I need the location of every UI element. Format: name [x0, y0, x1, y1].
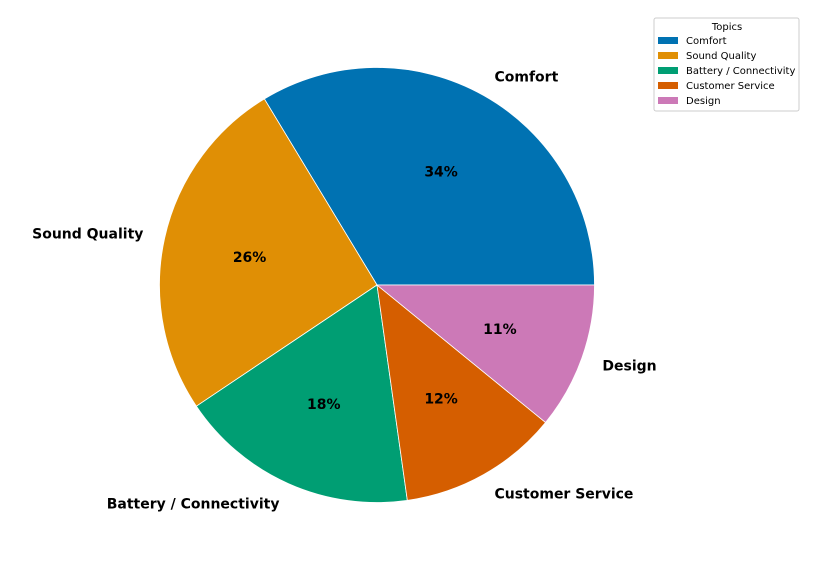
legend-entries: Comfort Sound Quality Battery / Connectivi…: [658, 36, 795, 107]
pie-slice-customer-service: [376, 284, 547, 501]
category-label-comfort: Comfort: [494, 70, 558, 86]
category-label-sound-quality: Sound Quality: [32, 226, 143, 242]
percent-labels: 34% 26% 18% 12% 11%: [233, 164, 517, 413]
legend: Topics Comfort Sound Quality Battery / Con…: [653, 17, 800, 112]
pie-slice-battery-connectivity: [195, 284, 408, 503]
legend-frame: [653, 17, 800, 112]
percent-label-sound-quality: 26%: [233, 250, 267, 266]
legend-swatch-battery-connectivity: [658, 67, 678, 74]
legend-swatch-comfort: [658, 37, 678, 44]
category-label-battery-connectivity: Battery / Connectivity: [107, 496, 280, 512]
percent-label-customer-service: 12%: [424, 392, 458, 408]
percent-label-design: 11%: [483, 322, 517, 338]
category-labels: Comfort Sound Quality Battery / Connectivi…: [32, 70, 656, 513]
pie-slice-sound-quality: [159, 98, 378, 407]
legend-label-comfort: Comfort: [686, 36, 727, 47]
pie-slice-design: [375, 284, 595, 424]
legend-label-customer-service: Customer Service: [686, 81, 775, 92]
legend-label-design: Design: [686, 96, 721, 107]
percent-label-battery-connectivity: 18%: [307, 397, 341, 413]
legend-title: Topics: [711, 22, 742, 33]
legend-swatch-customer-service: [658, 82, 678, 89]
pie-slices: [159, 67, 595, 503]
category-label-design: Design: [602, 358, 656, 374]
percent-label-comfort: 34%: [424, 164, 458, 180]
legend-label-battery-connectivity: Battery / Connectivity: [686, 66, 795, 77]
pie-slice-comfort: [263, 67, 595, 286]
legend-swatch-design: [658, 97, 678, 104]
legend-swatch-sound-quality: [658, 52, 678, 59]
legend-label-sound-quality: Sound Quality: [686, 51, 756, 62]
category-label-customer-service: Customer Service: [494, 486, 633, 502]
